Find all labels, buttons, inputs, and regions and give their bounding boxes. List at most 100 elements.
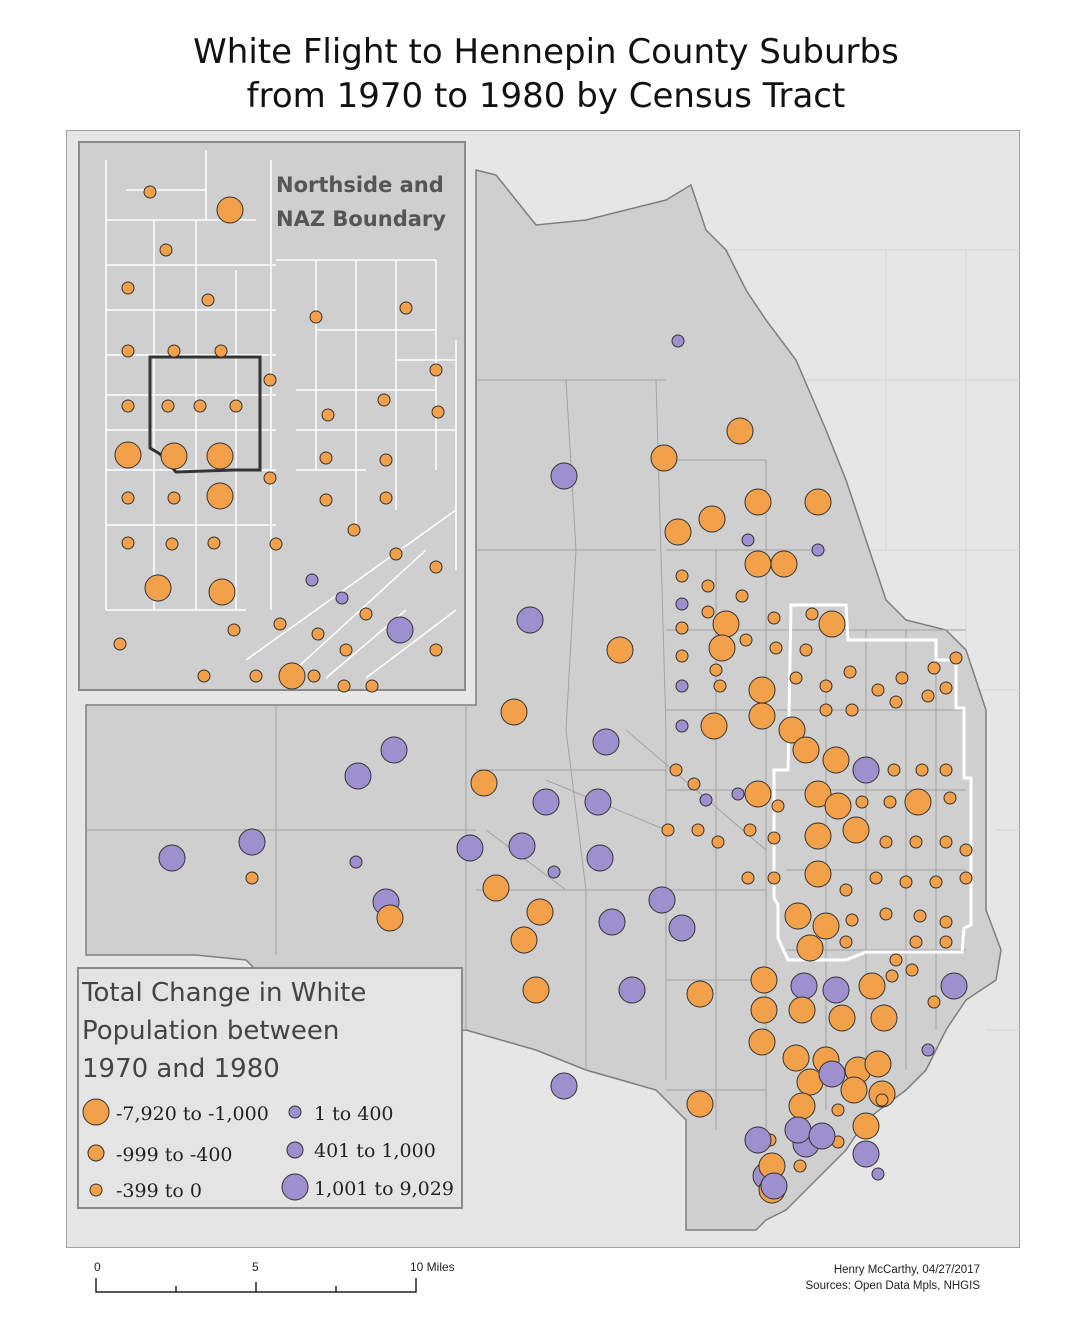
tract-loss-symbol bbox=[782, 1044, 810, 1072]
legend-symbol-loss-large bbox=[82, 1098, 110, 1126]
tract-loss-symbol bbox=[869, 871, 883, 885]
inset-title-line1: Northside and bbox=[276, 173, 444, 197]
tract-loss-symbol bbox=[949, 651, 963, 665]
tract-loss-symbol bbox=[789, 671, 803, 685]
tract-loss-symbol bbox=[889, 695, 903, 709]
tract-gain-symbol bbox=[822, 976, 850, 1004]
tract-loss-symbol bbox=[927, 995, 941, 1009]
tract-loss-symbol bbox=[748, 1028, 776, 1056]
tract-gain-symbol bbox=[648, 886, 676, 914]
tract-loss-symbol bbox=[278, 662, 306, 690]
credit-author: Henry McCarthy, 04/27/2017 bbox=[833, 1264, 980, 1276]
tract-loss-symbol bbox=[744, 488, 772, 516]
tract-loss-symbol bbox=[691, 823, 705, 837]
legend-label-loss-medium: -999 to -400 bbox=[116, 1144, 233, 1166]
tract-loss-symbol bbox=[915, 763, 929, 777]
tract-gain-symbol bbox=[550, 1072, 578, 1100]
map-frame bbox=[66, 130, 1020, 1248]
tract-loss-symbol bbox=[701, 579, 715, 593]
tract-loss-symbol bbox=[206, 482, 234, 510]
map-title-line1: White Flight to Hennepin County Suburbs bbox=[193, 32, 899, 72]
tract-loss-symbol bbox=[273, 617, 287, 631]
tract-loss-symbol bbox=[889, 953, 903, 967]
tract-gain-symbol bbox=[349, 855, 363, 869]
tract-loss-symbol bbox=[939, 835, 953, 849]
tract-gain-symbol bbox=[158, 844, 186, 872]
tract-gain-symbol bbox=[808, 1122, 836, 1150]
tract-gain-symbol bbox=[921, 1043, 935, 1057]
tract-loss-symbol bbox=[144, 574, 172, 602]
tract-loss-symbol bbox=[121, 491, 135, 505]
tract-gain-symbol bbox=[547, 865, 561, 879]
tract-loss-symbol bbox=[245, 871, 259, 885]
tract-loss-symbol bbox=[307, 669, 321, 683]
tract-loss-symbol bbox=[377, 393, 391, 407]
legend-label-gain-medium: 401 to 1,000 bbox=[314, 1140, 436, 1162]
tract-loss-symbol bbox=[744, 780, 772, 808]
tract-loss-symbol bbox=[909, 935, 923, 949]
tract-loss-symbol bbox=[143, 185, 157, 199]
tract-loss-symbol bbox=[709, 663, 723, 677]
tract-loss-symbol bbox=[858, 972, 886, 1000]
tract-loss-symbol bbox=[804, 860, 832, 888]
tract-loss-symbol bbox=[526, 898, 554, 926]
tract-loss-symbol bbox=[311, 627, 325, 641]
tract-loss-symbol bbox=[845, 703, 859, 717]
tract-loss-symbol bbox=[263, 373, 277, 387]
tract-loss-symbol bbox=[904, 788, 932, 816]
tract-loss-symbol bbox=[899, 875, 913, 889]
map-title: White Flight to Hennepin County Suburbs … bbox=[0, 30, 1092, 118]
tract-loss-symbol bbox=[197, 669, 211, 683]
tract-loss-symbol bbox=[905, 963, 919, 977]
tract-loss-symbol bbox=[669, 763, 683, 777]
tract-loss-symbol bbox=[804, 488, 832, 516]
tract-gain-symbol bbox=[744, 1126, 772, 1154]
tract-loss-symbol bbox=[852, 1112, 880, 1140]
tract-loss-symbol bbox=[701, 605, 715, 619]
tract-loss-symbol bbox=[686, 1090, 714, 1118]
tract-loss-symbol bbox=[824, 792, 852, 820]
legend-title-line2: Population between bbox=[82, 1016, 340, 1046]
tract-loss-symbol bbox=[921, 689, 935, 703]
tract-loss-symbol bbox=[379, 453, 393, 467]
tract-loss-symbol bbox=[708, 634, 736, 662]
tract-loss-symbol bbox=[713, 679, 727, 693]
tract-gain-symbol bbox=[532, 788, 560, 816]
tract-loss-symbol bbox=[201, 293, 215, 307]
tract-loss-symbol bbox=[959, 871, 973, 885]
tract-loss-symbol bbox=[207, 536, 221, 550]
inset-title: Northside and NAZ Boundary bbox=[276, 168, 456, 236]
tract-loss-symbol bbox=[843, 665, 857, 679]
map-title-line2: from 1970 to 1980 by Census Tract bbox=[246, 76, 846, 116]
tract-loss-symbol bbox=[431, 405, 445, 419]
inset-map bbox=[78, 141, 466, 691]
tract-loss-symbol bbox=[121, 344, 135, 358]
tract-loss-symbol bbox=[121, 536, 135, 550]
tract-loss-symbol bbox=[347, 523, 361, 537]
tract-loss-symbol bbox=[114, 441, 142, 469]
tract-loss-symbol bbox=[855, 795, 869, 809]
tract-loss-symbol bbox=[875, 1093, 889, 1107]
tract-loss-symbol bbox=[927, 661, 941, 675]
tract-loss-symbol bbox=[883, 795, 897, 809]
credit-sources: Sources: Open Data Mpls, NHGIS bbox=[805, 1280, 980, 1292]
tract-loss-symbol bbox=[887, 763, 901, 777]
tract-loss-symbol bbox=[885, 969, 899, 983]
tract-loss-symbol bbox=[726, 417, 754, 445]
tract-loss-symbol bbox=[784, 902, 812, 930]
tract-loss-symbol bbox=[470, 769, 498, 797]
tract-loss-symbol bbox=[216, 196, 244, 224]
tract-loss-symbol bbox=[159, 243, 173, 257]
tract-loss-symbol bbox=[700, 712, 728, 740]
tract-loss-symbol bbox=[482, 874, 510, 902]
tract-loss-symbol bbox=[871, 683, 885, 697]
legend-title-line3: 1970 and 1980 bbox=[82, 1054, 280, 1084]
tract-loss-symbol bbox=[160, 442, 188, 470]
tract-loss-symbol bbox=[939, 681, 953, 695]
tract-loss-symbol bbox=[822, 746, 850, 774]
tract-gain-symbol bbox=[871, 1167, 885, 1181]
tract-loss-symbol bbox=[399, 301, 413, 315]
tract-loss-symbol bbox=[909, 835, 923, 849]
tract-loss-symbol bbox=[339, 643, 353, 657]
tract-loss-symbol bbox=[686, 980, 714, 1008]
